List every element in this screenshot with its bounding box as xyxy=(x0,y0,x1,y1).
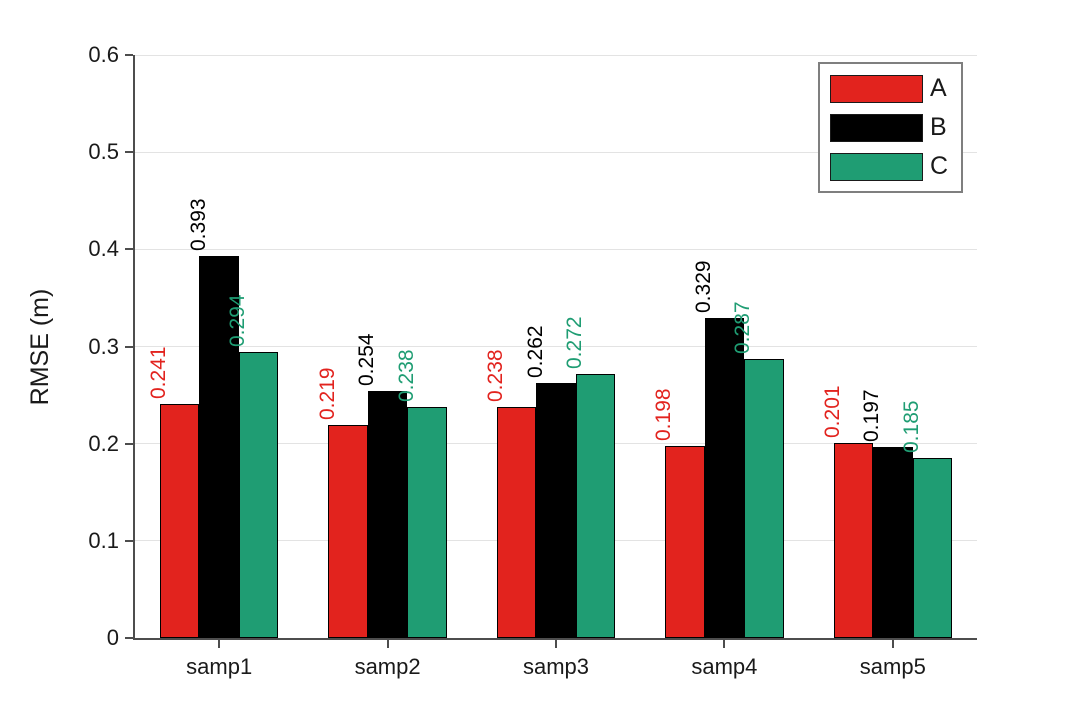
bar-value-label: 0.287 xyxy=(731,301,755,355)
gridline xyxy=(135,346,977,347)
legend-item: A xyxy=(820,74,961,103)
legend-item-label: C xyxy=(930,152,949,180)
bar-value-label: 0.272 xyxy=(563,316,586,369)
bar xyxy=(496,406,537,638)
x-axis-spine xyxy=(133,638,977,640)
bar-value-label: 0.262 xyxy=(523,325,547,379)
bar xyxy=(199,256,239,638)
legend-item: C xyxy=(820,152,961,181)
bar-value-label: 0.185 xyxy=(899,400,923,454)
y-tick-label: 0.1 xyxy=(88,527,119,553)
y-tick xyxy=(125,248,133,251)
y-axis-spine xyxy=(133,55,135,638)
x-tick xyxy=(386,640,389,648)
y-tick xyxy=(125,345,133,348)
bar xyxy=(367,391,408,638)
bar-value-label: 0.294 xyxy=(226,294,250,348)
bar xyxy=(704,318,745,638)
bar xyxy=(159,403,200,638)
bar xyxy=(873,446,913,638)
y-tick xyxy=(125,54,133,56)
x-tick xyxy=(218,640,221,648)
bar xyxy=(238,352,279,638)
bar xyxy=(665,445,705,638)
bar-value-label: 0.393 xyxy=(186,198,210,252)
bar xyxy=(407,406,447,638)
bar-value-label: 0.329 xyxy=(691,260,715,314)
bar-value-label: 0.241 xyxy=(147,346,171,399)
gridline xyxy=(135,151,977,153)
legend-item: B xyxy=(820,113,961,142)
bar-value-label: 0.238 xyxy=(484,349,507,402)
y-tick-label: 0 xyxy=(106,625,119,650)
x-tick-label: samp5 xyxy=(859,654,926,679)
legend-swatch xyxy=(830,113,923,142)
legend-swatch xyxy=(830,74,923,103)
bar-value-label: 0.238 xyxy=(394,349,418,402)
y-tick-label: 0.2 xyxy=(88,430,119,456)
y-tick-label: 0.5 xyxy=(88,139,119,165)
bar xyxy=(328,425,368,638)
y-tick-label: 0.3 xyxy=(88,333,119,359)
bar xyxy=(575,373,616,638)
bar-value-label: 0.197 xyxy=(860,389,884,442)
legend-item-label: A xyxy=(930,74,947,102)
x-tick xyxy=(891,640,894,648)
plot-area: RMSE (m) 0 0.1 0.2 0.3 0.4 0.5 0.6 0.241 0.393 0.… xyxy=(26,42,977,679)
legend-item-label: B xyxy=(930,113,947,141)
x-tick-label: samp1 xyxy=(186,654,253,679)
gridline xyxy=(135,248,977,250)
legend-swatch xyxy=(830,152,923,181)
bar-value-label: 0.219 xyxy=(315,367,339,421)
bar-value-label: 0.201 xyxy=(820,385,844,438)
x-tick xyxy=(723,640,726,648)
y-tick xyxy=(125,539,133,542)
bar xyxy=(833,442,874,638)
y-tick xyxy=(125,442,133,445)
gridline xyxy=(135,54,977,56)
x-tick-label: samp2 xyxy=(354,654,421,679)
bar xyxy=(912,458,953,638)
y-tick xyxy=(125,151,133,154)
x-tick-label: samp4 xyxy=(691,654,758,679)
y-axis-title: RMSE (m) xyxy=(26,288,54,406)
y-tick-label: 0.4 xyxy=(88,236,119,262)
bar xyxy=(744,359,784,638)
x-tick xyxy=(555,640,557,648)
y-tick xyxy=(125,637,133,639)
bar xyxy=(536,383,576,638)
x-tick-label: samp3 xyxy=(522,654,590,679)
bar-value-label: 0.254 xyxy=(355,333,379,387)
bar-value-label: 0.198 xyxy=(652,388,676,441)
y-tick-label: 0.6 xyxy=(88,42,119,67)
